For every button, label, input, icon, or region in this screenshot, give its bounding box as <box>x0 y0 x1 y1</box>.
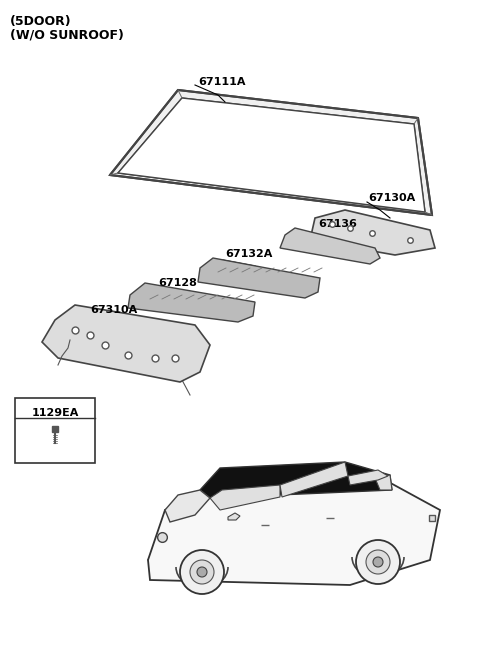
Circle shape <box>356 540 400 584</box>
Polygon shape <box>200 462 392 498</box>
Circle shape <box>197 567 207 577</box>
Polygon shape <box>110 90 432 215</box>
Text: 67132A: 67132A <box>225 249 272 259</box>
Polygon shape <box>128 283 255 322</box>
Polygon shape <box>280 228 380 264</box>
Polygon shape <box>228 513 240 520</box>
Polygon shape <box>165 490 210 522</box>
Text: 67111A: 67111A <box>198 77 245 87</box>
FancyBboxPatch shape <box>15 398 95 463</box>
Polygon shape <box>348 470 388 485</box>
Text: 67130A: 67130A <box>368 193 415 203</box>
Polygon shape <box>118 98 425 212</box>
Text: 67136: 67136 <box>318 219 357 229</box>
Polygon shape <box>198 258 320 298</box>
Text: 67310A: 67310A <box>90 305 137 315</box>
Text: (W/O SUNROOF): (W/O SUNROOF) <box>10 28 124 41</box>
Polygon shape <box>375 475 392 490</box>
Circle shape <box>373 557 383 567</box>
Circle shape <box>180 550 224 594</box>
Circle shape <box>190 560 214 584</box>
Polygon shape <box>210 485 280 510</box>
Circle shape <box>366 550 390 574</box>
Polygon shape <box>148 480 440 585</box>
Polygon shape <box>280 462 348 497</box>
Text: 67128: 67128 <box>158 278 197 288</box>
Text: (5DOOR): (5DOOR) <box>10 15 72 28</box>
Polygon shape <box>42 305 210 382</box>
Text: 1129EA: 1129EA <box>31 408 79 418</box>
Polygon shape <box>310 210 435 255</box>
